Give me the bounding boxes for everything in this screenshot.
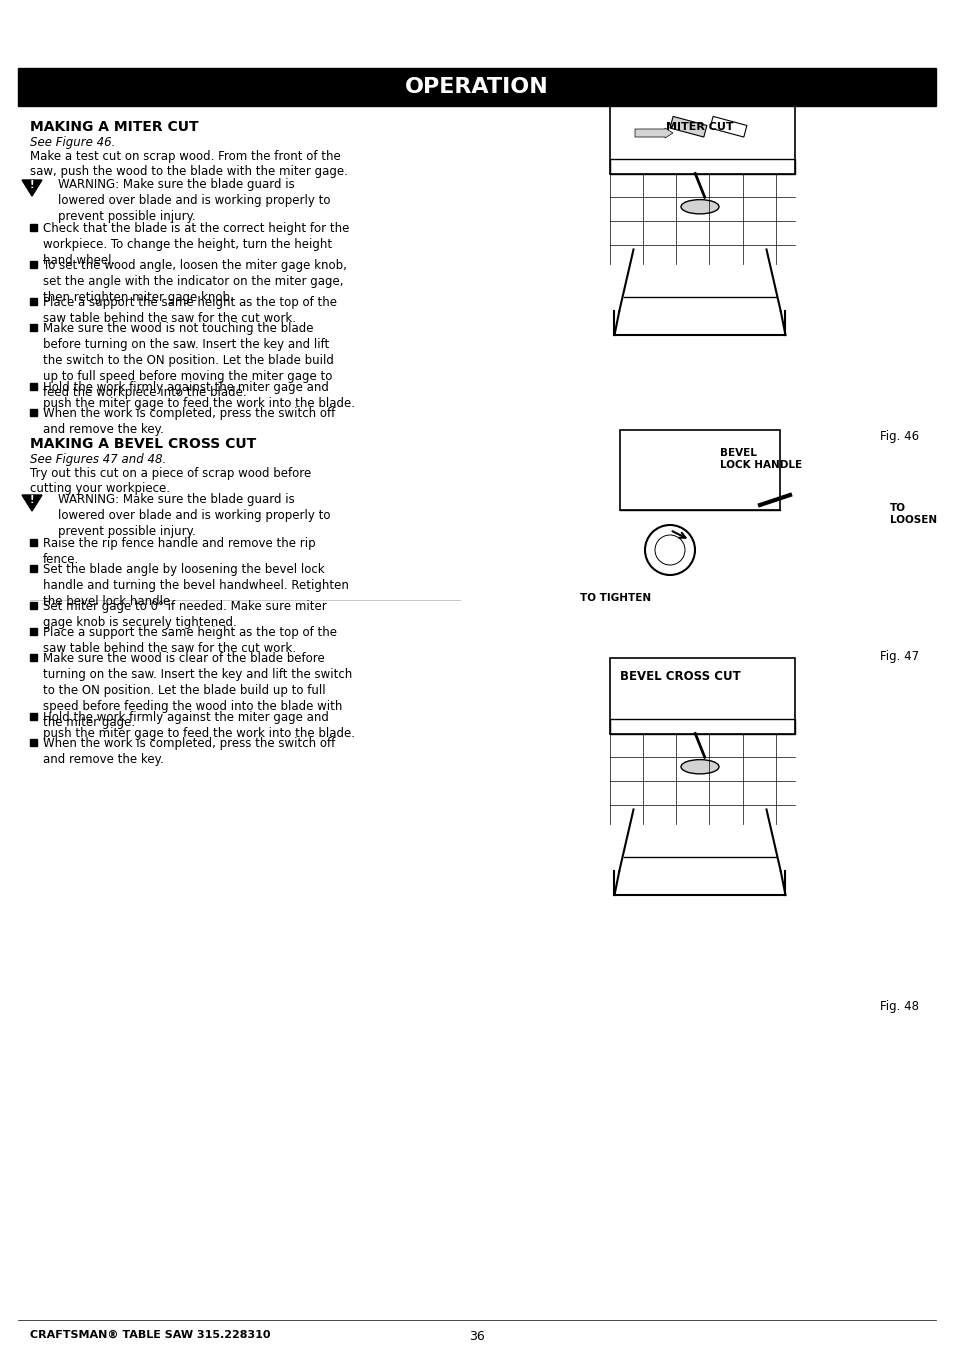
Text: WARNING: Make sure the blade guard is
lowered over blade and is working properly: WARNING: Make sure the blade guard is lo… <box>58 178 330 223</box>
Text: Hold the work firmly against the miter gage and
push the miter gage to feed the : Hold the work firmly against the miter g… <box>43 711 355 741</box>
Text: !: ! <box>30 179 34 190</box>
Text: To set the wood angle, loosen the miter gage knob,
set the angle with the indica: To set the wood angle, loosen the miter … <box>43 260 347 304</box>
Text: Try out this cut on a piece of scrap wood before
cutting your workpiece.: Try out this cut on a piece of scrap woo… <box>30 467 311 495</box>
Text: Fig. 46: Fig. 46 <box>879 429 918 443</box>
Text: BEVEL
LOCK HANDLE: BEVEL LOCK HANDLE <box>720 448 801 470</box>
Bar <box>30 409 37 416</box>
Polygon shape <box>22 179 42 196</box>
Text: !: ! <box>30 495 34 506</box>
Bar <box>609 98 794 174</box>
Bar <box>609 658 794 734</box>
Bar <box>30 540 37 546</box>
Text: When the work is completed, press the switch off
and remove the key.: When the work is completed, press the sw… <box>43 737 335 766</box>
Bar <box>609 159 794 174</box>
Bar <box>30 628 37 635</box>
Bar <box>30 261 37 268</box>
Text: TO TIGHTEN: TO TIGHTEN <box>579 593 651 603</box>
Bar <box>30 323 37 332</box>
Bar <box>609 719 794 734</box>
Bar <box>30 298 37 304</box>
Text: Make sure the wood is clear of the blade before
turning on the saw. Insert the k: Make sure the wood is clear of the blade… <box>43 652 352 728</box>
Text: MITER CUT: MITER CUT <box>665 122 733 132</box>
Bar <box>18 68 935 106</box>
Bar <box>30 383 37 390</box>
Text: TO
LOOSEN: TO LOOSEN <box>889 503 936 525</box>
Bar <box>30 224 37 231</box>
Text: Fig. 48: Fig. 48 <box>879 1000 918 1012</box>
Ellipse shape <box>680 760 719 773</box>
Text: Place a support the same height as the top of the
saw table behind the saw for t: Place a support the same height as the t… <box>43 296 336 325</box>
Text: WARNING: Make sure the blade guard is
lowered over blade and is working properly: WARNING: Make sure the blade guard is lo… <box>58 493 330 538</box>
Ellipse shape <box>680 200 719 213</box>
Text: MAKING A MITER CUT: MAKING A MITER CUT <box>30 120 198 135</box>
FancyArrow shape <box>635 128 672 139</box>
Text: Set miter gage to 0° if needed. Make sure miter
gage knob is securely tightened.: Set miter gage to 0° if needed. Make sur… <box>43 601 327 629</box>
Bar <box>30 739 37 746</box>
Text: Set the blade angle by loosening the bevel lock
handle and turning the bevel han: Set the blade angle by loosening the bev… <box>43 563 349 607</box>
Text: Make a test cut on scrap wood. From the front of the
saw, push the wood to the b: Make a test cut on scrap wood. From the … <box>30 149 348 178</box>
Bar <box>30 654 37 660</box>
Text: BEVEL CROSS CUT: BEVEL CROSS CUT <box>619 670 740 684</box>
Text: Check that the blade is at the correct height for the
workpiece. To change the h: Check that the blade is at the correct h… <box>43 222 349 266</box>
Text: MAKING A BEVEL CROSS CUT: MAKING A BEVEL CROSS CUT <box>30 438 256 451</box>
Bar <box>30 602 37 609</box>
Text: OPERATION: OPERATION <box>405 77 548 96</box>
Bar <box>619 429 780 510</box>
Text: 36: 36 <box>469 1330 484 1343</box>
Text: CRAFTSMAN® TABLE SAW 315.228310: CRAFTSMAN® TABLE SAW 315.228310 <box>30 1330 271 1340</box>
Text: Make sure the wood is not touching the blade
before turning on the saw. Insert t: Make sure the wood is not touching the b… <box>43 322 334 400</box>
Bar <box>669 117 706 137</box>
Bar <box>30 713 37 720</box>
Text: Fig. 47: Fig. 47 <box>879 650 918 663</box>
Text: When the work is completed, press the switch off
and remove the key.: When the work is completed, press the sw… <box>43 406 335 436</box>
Text: Place a support the same height as the top of the
saw table behind the saw for t: Place a support the same height as the t… <box>43 626 336 655</box>
Text: Hold the work firmly against the miter gage and
push the miter gage to feed the : Hold the work firmly against the miter g… <box>43 381 355 410</box>
Bar <box>30 565 37 572</box>
Text: See Figure 46.: See Figure 46. <box>30 136 115 149</box>
Text: Raise the rip fence handle and remove the rip
fence.: Raise the rip fence handle and remove th… <box>43 537 315 565</box>
Polygon shape <box>22 495 42 511</box>
Text: See Figures 47 and 48.: See Figures 47 and 48. <box>30 453 166 466</box>
Bar <box>709 117 746 137</box>
